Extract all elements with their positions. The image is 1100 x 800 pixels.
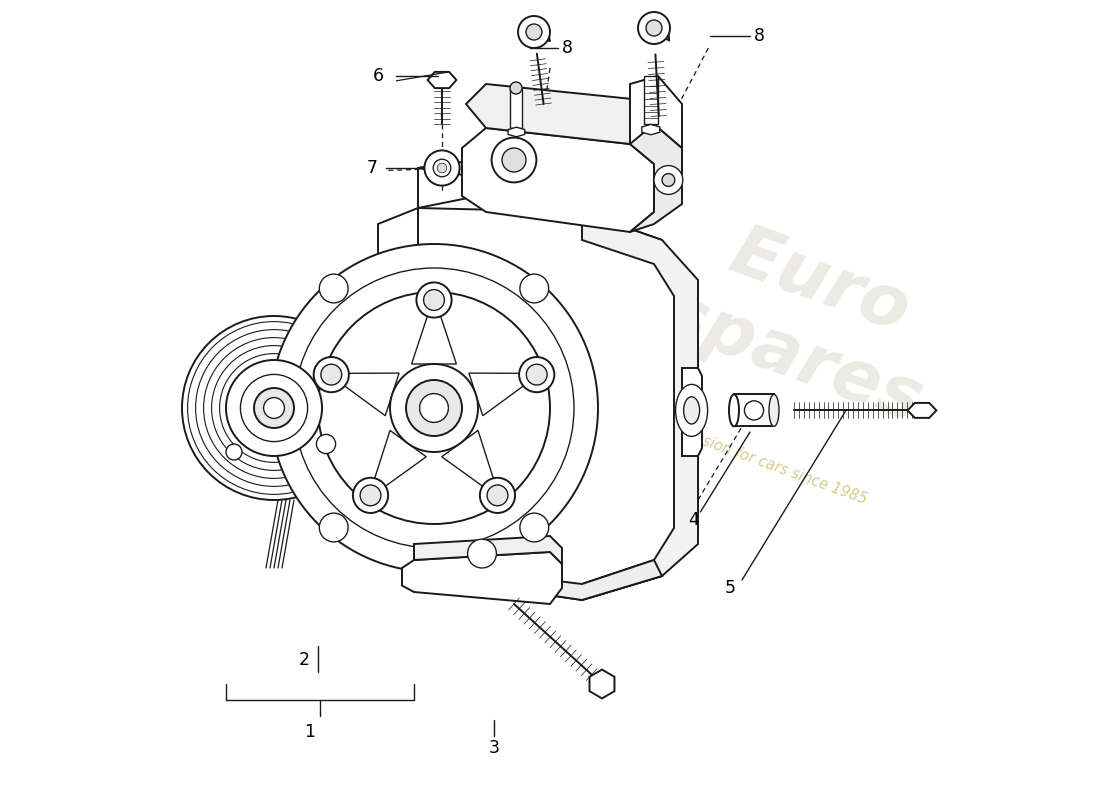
Circle shape (437, 163, 447, 173)
Polygon shape (469, 373, 540, 416)
Text: 8: 8 (562, 39, 573, 57)
Circle shape (502, 148, 526, 172)
Circle shape (492, 138, 537, 182)
Polygon shape (428, 72, 456, 88)
Polygon shape (645, 76, 658, 124)
Polygon shape (328, 373, 399, 416)
Circle shape (519, 357, 554, 392)
Circle shape (487, 485, 508, 506)
Circle shape (520, 274, 549, 303)
Polygon shape (682, 368, 702, 456)
Text: 4: 4 (689, 511, 700, 529)
Polygon shape (418, 160, 518, 176)
Circle shape (654, 166, 683, 194)
Ellipse shape (769, 394, 779, 426)
Circle shape (270, 244, 598, 572)
Circle shape (510, 82, 522, 94)
Text: 5: 5 (725, 579, 736, 597)
Circle shape (254, 388, 294, 428)
Circle shape (360, 485, 381, 506)
Circle shape (226, 444, 242, 460)
Circle shape (204, 338, 344, 478)
Circle shape (646, 20, 662, 36)
Circle shape (226, 360, 322, 456)
Circle shape (638, 12, 670, 44)
Circle shape (321, 364, 342, 385)
Circle shape (406, 380, 462, 436)
Circle shape (662, 174, 674, 186)
Circle shape (211, 346, 337, 470)
Polygon shape (908, 403, 936, 418)
Circle shape (188, 322, 361, 494)
Circle shape (425, 150, 460, 186)
Polygon shape (641, 125, 660, 134)
Text: 2: 2 (299, 651, 310, 669)
Circle shape (526, 364, 547, 385)
Polygon shape (402, 552, 562, 604)
Ellipse shape (683, 397, 700, 424)
Text: 8: 8 (754, 27, 764, 45)
Polygon shape (384, 316, 398, 388)
Circle shape (294, 268, 574, 548)
Polygon shape (462, 128, 654, 232)
Circle shape (196, 330, 352, 486)
Circle shape (468, 539, 496, 568)
Polygon shape (378, 208, 418, 520)
Polygon shape (411, 296, 456, 364)
Polygon shape (418, 560, 662, 600)
Polygon shape (466, 84, 654, 144)
Polygon shape (368, 430, 427, 498)
Polygon shape (582, 212, 698, 600)
Circle shape (318, 292, 550, 524)
Polygon shape (630, 100, 682, 232)
Circle shape (745, 401, 763, 420)
Ellipse shape (675, 385, 707, 437)
Circle shape (220, 354, 329, 462)
Circle shape (319, 513, 348, 542)
Polygon shape (414, 536, 562, 564)
Polygon shape (418, 160, 478, 208)
Text: 1: 1 (305, 723, 316, 741)
Text: 3: 3 (488, 739, 499, 757)
Polygon shape (378, 208, 698, 600)
Polygon shape (734, 394, 774, 426)
Text: 7: 7 (367, 159, 378, 177)
Circle shape (526, 24, 542, 40)
Text: 6: 6 (373, 67, 384, 85)
Circle shape (390, 364, 478, 452)
Polygon shape (508, 127, 525, 137)
Ellipse shape (729, 394, 739, 426)
Circle shape (433, 159, 451, 177)
Circle shape (353, 478, 388, 513)
Circle shape (424, 290, 444, 310)
Circle shape (319, 274, 348, 303)
Polygon shape (510, 88, 522, 128)
Circle shape (419, 394, 449, 422)
Circle shape (480, 478, 515, 513)
Circle shape (182, 316, 366, 500)
Circle shape (417, 282, 452, 318)
Circle shape (386, 280, 410, 304)
Text: Euro
spares: Euro spares (653, 204, 959, 436)
Circle shape (317, 434, 336, 454)
Polygon shape (630, 76, 682, 148)
Circle shape (518, 16, 550, 48)
Polygon shape (442, 430, 499, 498)
Circle shape (264, 398, 285, 418)
Circle shape (314, 357, 349, 392)
Circle shape (520, 513, 549, 542)
Text: a passion for cars since 1985: a passion for cars since 1985 (663, 420, 869, 508)
Circle shape (241, 374, 308, 442)
Polygon shape (590, 670, 615, 698)
